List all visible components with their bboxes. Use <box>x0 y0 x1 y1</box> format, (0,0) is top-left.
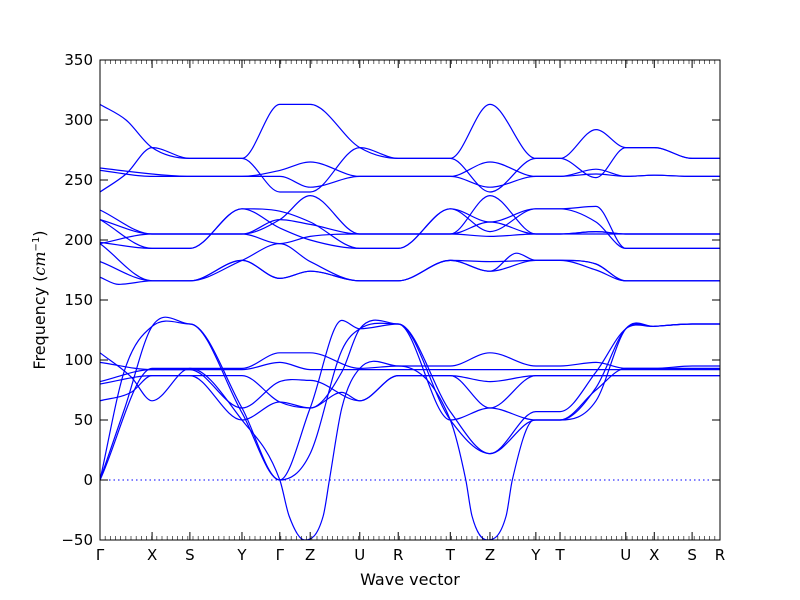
xtick-label-5: Γ <box>276 546 285 564</box>
xtick-label-10: Z <box>485 546 495 564</box>
xtick-label-4: Y <box>236 546 247 564</box>
xtick-label-6: Z <box>305 546 315 564</box>
xtick-label-12: T <box>554 546 565 564</box>
xtick-label-7: U <box>354 546 365 564</box>
xtick-label-1: Γ <box>96 546 105 564</box>
band-line-19 <box>100 319 720 481</box>
band-line-12 <box>100 259 720 286</box>
band-line-14 <box>100 361 720 371</box>
xtick-label-2: X <box>147 546 157 564</box>
ytick-label-4: 100 <box>64 351 93 369</box>
xtick-label-15: S <box>687 546 697 564</box>
xtick-label-8: R <box>393 546 403 564</box>
xtick-label-13: U <box>620 546 631 564</box>
band-line-20 <box>100 360 720 540</box>
xtick-label-3: S <box>185 546 195 564</box>
band-line-3 <box>100 169 720 188</box>
ytick-label-5: 150 <box>64 291 93 309</box>
ytick-label-3: 50 <box>74 411 93 429</box>
band-line-9 <box>100 233 720 245</box>
xtick-label-11: Y <box>530 546 541 564</box>
band-line-16 <box>100 375 720 409</box>
ytick-label-8: 300 <box>64 111 93 129</box>
band-line-8 <box>100 208 720 250</box>
xtick-marks <box>99 60 721 540</box>
ytick-label-1: −50 <box>61 531 93 549</box>
band-series-group <box>100 103 720 540</box>
xtick-label-9: T <box>445 546 456 564</box>
xtick-label-16: R <box>715 546 725 564</box>
ytick-label-6: 200 <box>64 231 93 249</box>
ytick-label-7: 250 <box>64 171 93 189</box>
x-axis-label: Wave vector <box>360 570 460 589</box>
ytick-labels: −50 0 50 100 150 200 250 300 350 <box>61 51 93 549</box>
ytick-label-2: 0 <box>83 471 93 489</box>
xtick-label-14: X <box>649 546 659 564</box>
plot-area-frame <box>99 59 721 541</box>
ytick-label-9: 350 <box>64 51 93 69</box>
band-line-4 <box>100 146 720 193</box>
y-axis-label: Frequency (cm−1) <box>30 230 49 369</box>
